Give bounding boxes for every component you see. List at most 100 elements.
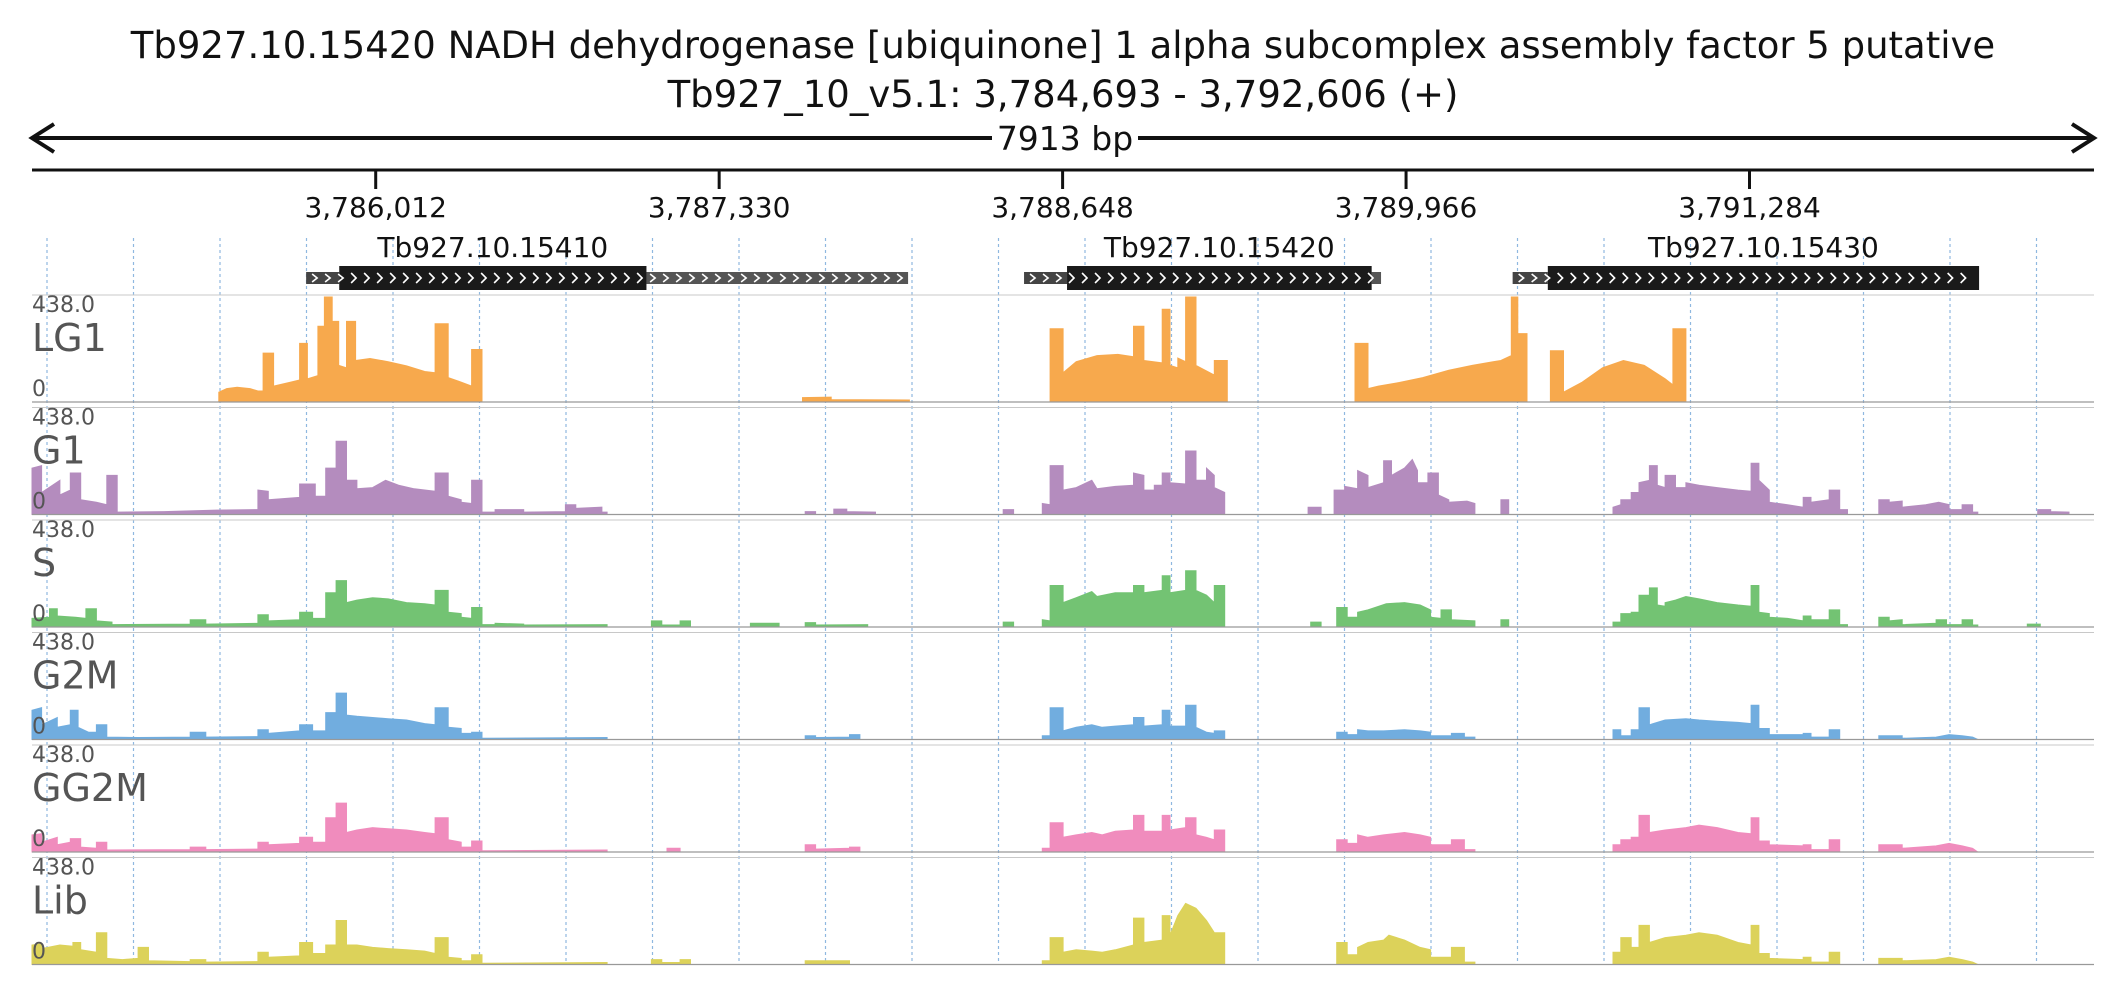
strand-chevron-icon [753, 273, 761, 283]
gene-utr5 [1512, 272, 1548, 284]
strand-chevron-icon [1622, 272, 1629, 284]
strand-chevron-icon [532, 272, 540, 284]
strand-chevron-icon [1250, 272, 1258, 284]
strand-chevron-icon [1869, 272, 1876, 284]
strand-chevron-icon [389, 272, 397, 284]
y-max-label: 438.0 [32, 743, 95, 768]
coverage-area-Lib [31, 902, 2094, 965]
strand-chevron-icon [545, 272, 553, 284]
chart-title: Tb927.10.15420 NADH dehydrogenase [ubiqu… [130, 24, 1995, 67]
strand-chevron-icon [1094, 272, 1102, 284]
strand-chevron-icon [1674, 272, 1681, 284]
strand-chevron-icon [480, 272, 488, 284]
span-ruler: 7913 bp [28, 119, 2098, 158]
y-max-label: 438.0 [32, 293, 95, 318]
strand-chevron-icon [376, 272, 384, 284]
strand-chevron-icon [1739, 272, 1746, 284]
gene-strand-chevrons [1518, 272, 1967, 284]
coverage-area-GG2M [31, 802, 2094, 853]
gene-strand-chevrons [311, 272, 904, 284]
track-S: 438.0S 0 [31, 518, 2094, 628]
strand-chevron-icon [1055, 273, 1063, 283]
span-label: 7913 bp [997, 119, 1133, 158]
strand-chevron-icon [1947, 272, 1954, 284]
track-label: Lib [32, 879, 88, 923]
gene-utr3 [1371, 272, 1382, 284]
strand-chevron-icon [1237, 272, 1245, 284]
strand-chevron-icon [558, 272, 566, 284]
strand-chevron-icon [1778, 272, 1785, 284]
coverage-tracks: 438.0LG10438.0G10438.0S0438.0G2M0438.0GG… [31, 293, 2094, 966]
strand-chevron-icon [1960, 272, 1967, 284]
strand-chevron-icon [766, 273, 774, 283]
strand-chevron-icon [311, 273, 319, 283]
strand-chevron-icon [363, 272, 371, 284]
strand-chevron-icon [675, 273, 683, 283]
strand-chevron-icon [1276, 272, 1284, 284]
coverage-area-G1 [31, 440, 2094, 515]
track-label: LG1 [32, 316, 107, 360]
chart-subtitle: Tb927_10_v5.1: 3,784,693 - 3,792,606 (+) [667, 73, 1459, 116]
coverage-area-LG1 [32, 296, 2094, 403]
strand-chevron-icon [1882, 272, 1889, 284]
strand-chevron-icon [779, 273, 787, 283]
strand-chevron-icon [1198, 272, 1206, 284]
span-arrow-right-icon [2070, 122, 2098, 154]
gene-utr5 [306, 272, 340, 284]
strand-chevron-icon [792, 273, 800, 283]
strand-chevron-icon [1211, 272, 1219, 284]
x-axis: 3,786,012 3,787,330 3,788,648 3,789,966 3,79… [32, 168, 2094, 224]
strand-chevron-icon [896, 273, 904, 283]
strand-chevron-icon [649, 273, 657, 283]
strand-chevron-icon [701, 273, 709, 283]
strand-chevron-icon [1856, 272, 1863, 284]
strand-chevron-icon [740, 273, 748, 283]
strand-chevron-icon [1328, 272, 1336, 284]
strand-chevron-icon [1661, 272, 1668, 284]
strand-chevron-icon [584, 272, 592, 284]
strand-chevron-icon [1068, 272, 1076, 284]
gene-utr3 [646, 272, 909, 284]
strand-chevron-icon [1185, 272, 1193, 284]
strand-chevron-icon [1029, 273, 1037, 283]
track-label: G1 [32, 429, 86, 473]
strand-chevron-icon [324, 273, 332, 283]
strand-chevron-icon [1315, 272, 1323, 284]
strand-chevron-icon [1263, 272, 1271, 284]
gene-label: Tb927.10.15430 [1647, 231, 1879, 264]
strand-chevron-icon [818, 273, 826, 283]
strand-chevron-icon [610, 272, 618, 284]
strand-chevron-icon [350, 272, 358, 284]
strand-chevron-icon [1120, 272, 1128, 284]
strand-chevron-icon [1648, 272, 1655, 284]
strand-chevron-icon [1817, 272, 1824, 284]
x-tick-label-1: 3,787,330 [648, 191, 791, 224]
strand-chevron-icon [1726, 272, 1733, 284]
strand-chevron-icon [1921, 272, 1928, 284]
strand-chevron-icon [1934, 272, 1941, 284]
strand-chevron-icon [1609, 272, 1616, 284]
strand-chevron-icon [1367, 272, 1375, 284]
strand-chevron-icon [1804, 272, 1811, 284]
gene-2: Tb927.10.15430 [1512, 231, 1980, 290]
strand-chevron-icon [1518, 273, 1525, 283]
strand-chevron-icon [870, 273, 878, 283]
y-min-label: 0 [32, 940, 46, 965]
strand-chevron-icon [1791, 272, 1798, 284]
strand-chevron-icon [415, 272, 423, 284]
y-min-label: 0 [32, 377, 46, 402]
strand-chevron-icon [441, 272, 449, 284]
strand-chevron-icon [454, 272, 462, 284]
strand-chevron-icon [506, 272, 514, 284]
y-min-label: 0 [32, 715, 46, 740]
strand-chevron-icon [571, 272, 579, 284]
strand-chevron-icon [402, 272, 410, 284]
y-max-label: 438.0 [32, 518, 95, 543]
strand-chevron-icon [714, 273, 722, 283]
strand-chevron-icon [597, 272, 605, 284]
gene-1: Tb927.10.15420 [1024, 231, 1382, 290]
